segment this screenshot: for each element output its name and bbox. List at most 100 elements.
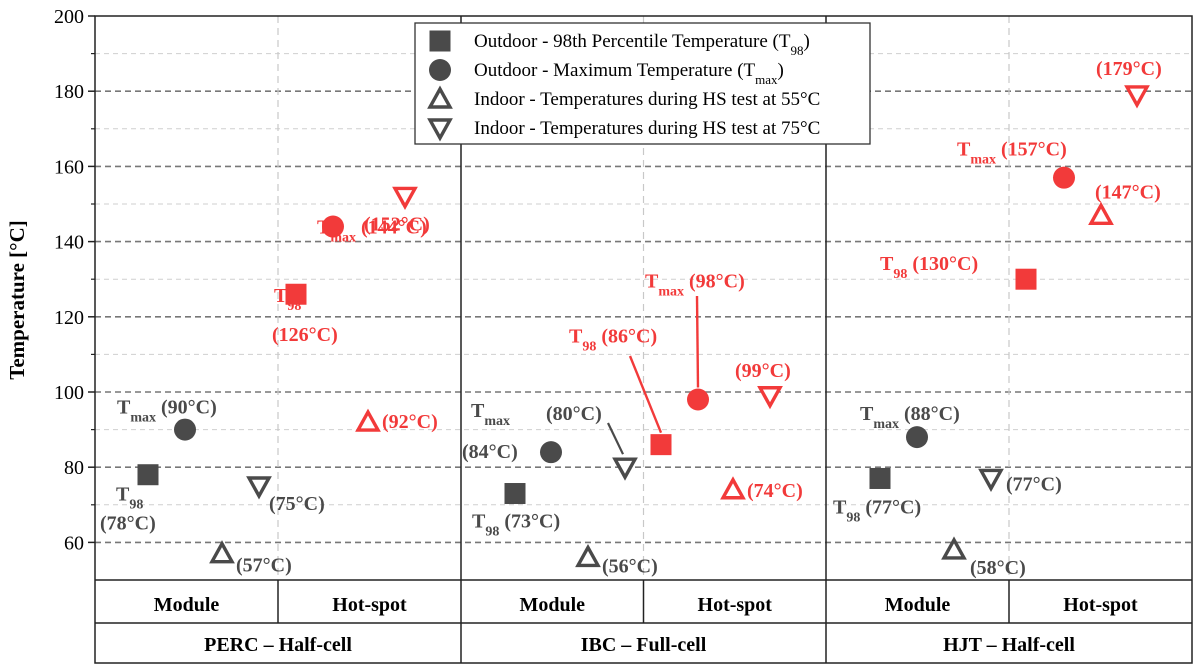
data-label: (56°C): [602, 555, 658, 577]
marker-triangle-up: [355, 408, 381, 432]
point-0-module-HS75: (75°C): [246, 476, 325, 515]
legend-label: Outdoor - 98th Percentile Temperature (T…: [474, 31, 810, 58]
legend-marker-triangle-down: [427, 118, 453, 142]
point-0-hot-spot-Tmax: Tmax (144°C): [317, 215, 427, 246]
data-label: (92°C): [382, 411, 438, 433]
marker-square: [869, 467, 891, 489]
marker-square: [650, 434, 672, 456]
data-label: (78°C): [100, 513, 156, 535]
point-0-module-HS55: (57°C): [209, 540, 292, 577]
data-label: (99°C): [735, 360, 791, 382]
data-label: Tmax (90°C): [117, 397, 217, 426]
marker-triangle-up: [209, 540, 235, 564]
legend-marker-square: [429, 30, 451, 52]
data-label: T98: [116, 484, 143, 512]
marker-triangle-up: [1088, 201, 1114, 225]
point-0-module-T98: T98(78°C): [100, 464, 159, 535]
callout-line: [607, 422, 624, 455]
point-1-hot-spot-HS55: (74°C): [720, 476, 803, 502]
point-2-module-HS55: (58°C): [941, 536, 1026, 579]
point-2-hot-spot-Tmax: Tmax (157°C): [957, 139, 1075, 189]
marker-circle: [322, 215, 344, 238]
y-tick-label: 180: [54, 81, 84, 103]
marker-triangle-down: [392, 186, 418, 210]
point-0-hot-spot-HS75: (152°C): [364, 186, 430, 235]
point-1-hot-spot-T98: T98 (86°C): [569, 326, 672, 456]
y-tick-label: 120: [54, 307, 84, 329]
point-0-hot-spot-HS55: (92°C): [355, 408, 438, 433]
point-2-module-T98: T98 (77°C): [833, 467, 921, 525]
legend-label: Indoor - Temperatures during HS test at …: [474, 118, 820, 139]
data-label: T98 (77°C): [833, 496, 921, 525]
marker-square: [137, 464, 159, 486]
x-category-label: Hot-spot: [1063, 594, 1138, 616]
data-label: (84°C): [462, 441, 518, 463]
grid-layer: [95, 16, 1192, 580]
point-2-module-Tmax: Tmax (88°C): [860, 403, 960, 449]
y-axis-label: Temperature [°C]: [5, 220, 29, 379]
point-2-hot-spot-T98: T98 (130°C): [880, 253, 1037, 290]
legend: Outdoor - 98th Percentile Temperature (T…: [414, 22, 871, 145]
callout-line: [628, 355, 663, 434]
data-label: (80°C): [546, 403, 602, 425]
marker-square: [504, 483, 526, 505]
point-0-hot-spot-T98: T98 (126°C): [272, 283, 338, 346]
point-1-module-HS75: (80°C): [546, 403, 638, 481]
y-tick-label: 200: [54, 6, 84, 28]
data-label: T98 (73°C): [472, 511, 560, 540]
x-category-label: Module: [519, 594, 585, 616]
x-category-label: Hot-spot: [332, 594, 407, 616]
point-0-module-Tmax: Tmax (90°C): [117, 397, 217, 441]
x-category-label: Module: [154, 594, 220, 616]
data-label: (74°C): [747, 480, 803, 502]
data-label: Tmax (144°C): [317, 217, 427, 246]
data-label: (126°C): [272, 324, 338, 346]
data-label: Tmax (88°C): [860, 403, 960, 432]
point-1-hot-spot-HS75: (99°C): [735, 360, 791, 410]
data-points: T98(78°C)Tmax (90°C)(57°C)(75°C)T98(126°…: [100, 58, 1162, 579]
data-label: (77°C): [1006, 473, 1062, 495]
data-label: (58°C): [970, 557, 1026, 579]
point-1-module-Tmax: Tmax (84°C): [462, 400, 562, 464]
data-label: (57°C): [236, 555, 292, 577]
marker-triangle-up: [720, 476, 746, 500]
point-1-hot-spot-Tmax: Tmax (98°C): [645, 271, 745, 411]
category-axis: Module Hot-spot Module Hot-spot Module Hot-sp…: [154, 594, 1138, 656]
legend-box: [414, 22, 871, 145]
data-label: (179°C): [1096, 58, 1162, 80]
legend-label: Indoor - Temperatures during HS test at …: [474, 89, 820, 110]
point-1-module-T98: T98 (73°C): [472, 483, 560, 539]
data-label: Tmax (157°C): [957, 139, 1067, 168]
data-label: (152°C): [364, 213, 430, 235]
group-label: IBC – Full-cell: [581, 634, 707, 656]
point-2-hot-spot-HS55: (147°C): [1088, 181, 1161, 225]
marker-triangle-down: [757, 386, 783, 410]
marker-circle: [687, 388, 709, 411]
marker-triangle-down: [246, 476, 272, 500]
data-label: Tmax: [471, 400, 510, 429]
marker-triangle-down: [1124, 85, 1150, 109]
data-label: T98: [274, 285, 301, 314]
y-tick-label: 60: [64, 532, 84, 554]
data-label: Tmax (98°C): [645, 271, 745, 300]
group-label: HJT – Half-cell: [943, 634, 1075, 656]
marker-square: [285, 283, 307, 305]
data-label: T98 (86°C): [569, 326, 657, 355]
point-1-module-HS55: (56°C): [575, 543, 658, 577]
plot-border: [94, 15, 1193, 664]
marker-circle: [906, 426, 928, 449]
y-axis: 60 80 100 120 140 160 180 200: [54, 6, 95, 554]
marker-circle: [1053, 166, 1075, 189]
marker-triangle-down: [978, 468, 1004, 492]
point-2-module-HS75: (77°C): [978, 468, 1062, 495]
data-label: (75°C): [269, 493, 325, 515]
y-tick-label: 80: [64, 457, 84, 479]
legend-marker-circle: [429, 59, 451, 81]
y-tick-label: 140: [54, 232, 84, 254]
point-2-hot-spot-HS75: (179°C): [1096, 58, 1162, 109]
marker-triangle-down: [612, 457, 638, 481]
marker-circle: [174, 418, 196, 441]
marker-triangle-up: [941, 536, 967, 560]
data-label: (147°C): [1095, 181, 1161, 203]
